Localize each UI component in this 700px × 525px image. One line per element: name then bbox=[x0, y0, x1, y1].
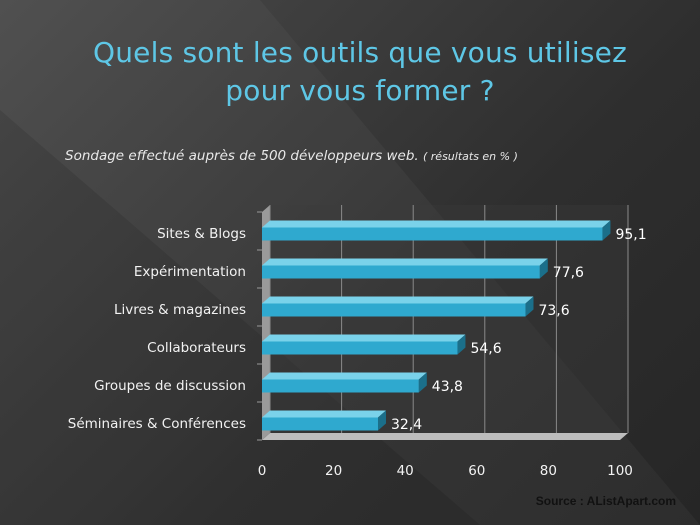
x-tick-label: 40 bbox=[397, 463, 414, 479]
slide-title: Quels sont les outils que vous utilisez … bbox=[40, 34, 680, 110]
bar-end bbox=[539, 258, 548, 279]
plot-floor bbox=[262, 433, 628, 440]
x-tick-label: 100 bbox=[607, 463, 633, 479]
bar-top bbox=[262, 258, 548, 266]
category-label: Groupes de discussion bbox=[94, 378, 246, 394]
slide-subtitle: Sondage effectué auprès de 500 développe… bbox=[65, 148, 518, 164]
data-label: 95,1 bbox=[615, 227, 646, 243]
bar-end bbox=[377, 410, 386, 431]
data-label: 73,6 bbox=[538, 303, 569, 319]
bar bbox=[262, 303, 526, 317]
category-label: Collaborateurs bbox=[147, 340, 246, 356]
bar-end bbox=[418, 372, 427, 393]
bar bbox=[262, 341, 458, 355]
category-label: Séminaires & Conférences bbox=[68, 416, 246, 432]
category-label: Sites & Blogs bbox=[157, 226, 246, 242]
subtitle-note: ( résultats en % ) bbox=[422, 150, 518, 163]
data-label: 32,4 bbox=[391, 417, 422, 433]
bar bbox=[262, 417, 378, 431]
bar-end bbox=[525, 296, 534, 317]
x-tick-label: 0 bbox=[258, 463, 267, 479]
bar bbox=[262, 265, 540, 279]
title-line-1: Quels sont les outils que vous utilisez bbox=[93, 36, 627, 69]
data-label: 77,6 bbox=[553, 265, 584, 281]
x-tick-label: 80 bbox=[540, 463, 557, 479]
x-tick-label: 20 bbox=[325, 463, 342, 479]
data-label: 54,6 bbox=[470, 341, 501, 357]
category-label: Livres & magazines bbox=[114, 302, 246, 318]
bar-top bbox=[262, 296, 534, 304]
bar-end bbox=[457, 334, 466, 355]
subtitle-main: Sondage effectué auprès de 500 développe… bbox=[65, 148, 419, 164]
bar-top bbox=[262, 372, 427, 380]
bar-top bbox=[262, 410, 386, 418]
data-label: 43,8 bbox=[432, 379, 463, 395]
bar-top bbox=[262, 220, 611, 228]
x-tick-label: 60 bbox=[468, 463, 485, 479]
bar-end bbox=[602, 220, 611, 241]
source-credit: Source : AListApart.com bbox=[535, 494, 676, 508]
bar bbox=[262, 227, 603, 241]
bar bbox=[262, 379, 419, 393]
bar-top bbox=[262, 334, 466, 342]
category-label: Expérimentation bbox=[134, 264, 246, 280]
title-line-2: pour vous former ? bbox=[225, 74, 495, 107]
